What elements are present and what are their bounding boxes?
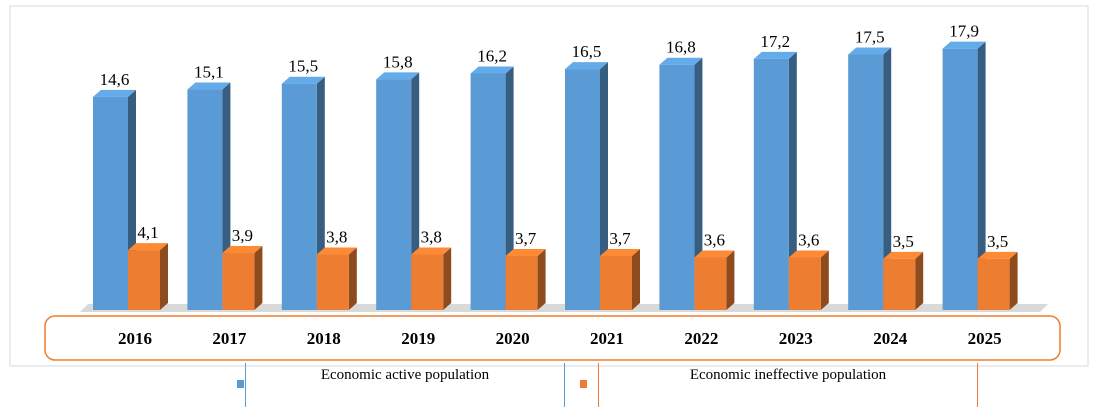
bar: [659, 64, 695, 310]
bar-top: [753, 51, 797, 59]
bar-side: [632, 248, 640, 310]
bar-top: [977, 251, 1018, 259]
bar-side: [160, 243, 168, 310]
bar-top: [187, 82, 231, 90]
bar: [753, 58, 789, 310]
bar: [376, 79, 412, 310]
data-label: 3,9: [232, 226, 253, 245]
bar-side: [537, 248, 546, 310]
legend-entry: Economic ineffective population: [598, 363, 978, 407]
x-tick-label: 2021: [590, 329, 624, 348]
data-label: 3,6: [798, 230, 819, 249]
data-label: 3,6: [704, 230, 725, 249]
bar-side: [883, 47, 892, 310]
bar-side: [915, 251, 924, 310]
bar-side: [443, 247, 452, 310]
legend-marker: [580, 380, 587, 388]
bar: [505, 255, 538, 310]
data-label: 15,1: [194, 63, 224, 82]
bar: [942, 48, 978, 310]
x-tick-label: 2020: [496, 329, 530, 348]
bar: [565, 69, 600, 310]
x-tick-label: 2024: [873, 329, 908, 348]
bar-top: [883, 251, 924, 259]
legend-entry: Economic active population: [245, 363, 565, 407]
x-tick-label: 2025: [968, 329, 1002, 348]
bar: [600, 255, 632, 310]
bar: [316, 254, 349, 310]
bar: [470, 73, 506, 310]
bar: [93, 96, 128, 310]
bar-top: [376, 72, 420, 80]
bar-side: [505, 66, 514, 310]
data-label: 16,8: [666, 38, 696, 57]
bar-top: [659, 57, 703, 65]
bar-top: [505, 248, 546, 256]
bar-side: [254, 246, 263, 310]
bar-top: [128, 243, 168, 251]
plot-frame: [9, 5, 1089, 367]
bar: [848, 54, 884, 310]
bar: [222, 253, 255, 310]
bar-top: [848, 47, 892, 55]
bar: [411, 254, 444, 310]
bar: [788, 257, 821, 310]
bar: [694, 257, 727, 310]
bar-top: [411, 247, 452, 255]
data-label: 15,5: [288, 57, 318, 76]
category-box: [44, 315, 1061, 361]
data-label: 14,6: [100, 70, 130, 89]
bar: [281, 83, 317, 310]
bar-top: [93, 89, 136, 97]
data-label: 16,2: [477, 46, 507, 65]
x-tick-label: 2019: [401, 329, 435, 348]
data-label: 17,9: [949, 22, 979, 41]
bar: [187, 89, 223, 310]
data-label: 17,5: [855, 28, 885, 47]
x-tick-label: 2018: [307, 329, 341, 348]
data-label: 3,7: [609, 229, 631, 248]
bar-top: [281, 76, 325, 84]
bar: [128, 250, 160, 310]
data-label: 4,1: [137, 223, 158, 242]
bar-top: [600, 248, 640, 256]
data-label: 3,7: [515, 229, 537, 248]
x-tick-label: 2017: [212, 329, 247, 348]
bar-side: [348, 247, 357, 310]
bar-side: [726, 250, 735, 310]
bar-side: [788, 51, 797, 310]
bar-side: [600, 62, 608, 310]
x-tick-label: 2016: [118, 329, 152, 348]
data-label: 3,8: [421, 228, 442, 247]
bar-side: [694, 57, 703, 310]
data-label: 16,5: [572, 42, 602, 61]
bar-side: [977, 41, 986, 310]
bar: [883, 258, 916, 310]
bar-top: [470, 66, 514, 74]
bar-top: [694, 250, 735, 258]
bar-side: [820, 250, 829, 310]
data-label: 17,2: [760, 32, 790, 51]
bar-top: [788, 250, 829, 258]
legend-marker: [237, 380, 244, 388]
x-tick-label: 2023: [779, 329, 813, 348]
bar: [977, 258, 1010, 310]
data-label: 3,8: [326, 228, 347, 247]
bar-top: [222, 246, 263, 254]
bar-top: [942, 41, 986, 49]
data-label: 15,8: [383, 52, 413, 71]
bar-side: [1009, 251, 1018, 310]
bar-top: [316, 247, 357, 255]
data-label: 3,5: [987, 232, 1008, 251]
data-label: 3,5: [893, 232, 914, 251]
x-tick-label: 2022: [684, 329, 718, 348]
bar-top: [565, 62, 608, 70]
